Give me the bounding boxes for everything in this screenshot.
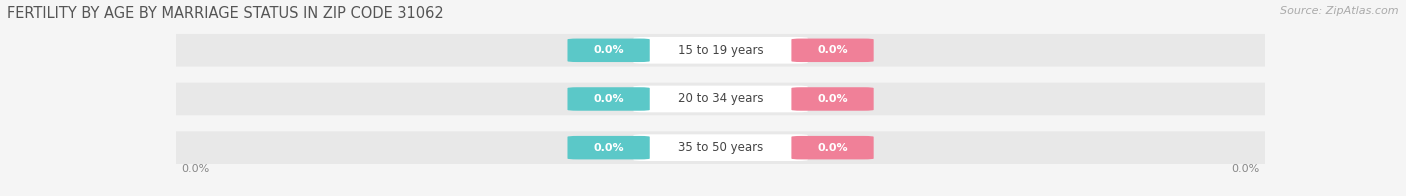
Text: 0.0%: 0.0% [593,94,624,104]
FancyBboxPatch shape [792,39,873,62]
FancyBboxPatch shape [162,83,1279,115]
FancyBboxPatch shape [568,87,650,111]
Text: 0.0%: 0.0% [593,143,624,153]
FancyBboxPatch shape [568,136,650,159]
Text: 0.0%: 0.0% [1232,164,1260,174]
Text: 15 to 19 years: 15 to 19 years [678,44,763,57]
Text: 0.0%: 0.0% [817,94,848,104]
FancyBboxPatch shape [792,87,873,111]
Text: FERTILITY BY AGE BY MARRIAGE STATUS IN ZIP CODE 31062: FERTILITY BY AGE BY MARRIAGE STATUS IN Z… [7,6,444,21]
Text: 35 to 50 years: 35 to 50 years [678,141,763,154]
FancyBboxPatch shape [568,39,650,62]
Text: 0.0%: 0.0% [817,45,848,55]
Text: 0.0%: 0.0% [817,143,848,153]
Text: 0.0%: 0.0% [181,164,209,174]
FancyBboxPatch shape [633,134,808,161]
Text: 0.0%: 0.0% [593,45,624,55]
FancyBboxPatch shape [633,37,808,64]
FancyBboxPatch shape [633,86,808,112]
FancyBboxPatch shape [162,131,1279,164]
Text: 20 to 34 years: 20 to 34 years [678,93,763,105]
FancyBboxPatch shape [162,34,1279,67]
Text: Source: ZipAtlas.com: Source: ZipAtlas.com [1281,6,1399,16]
FancyBboxPatch shape [792,136,873,159]
